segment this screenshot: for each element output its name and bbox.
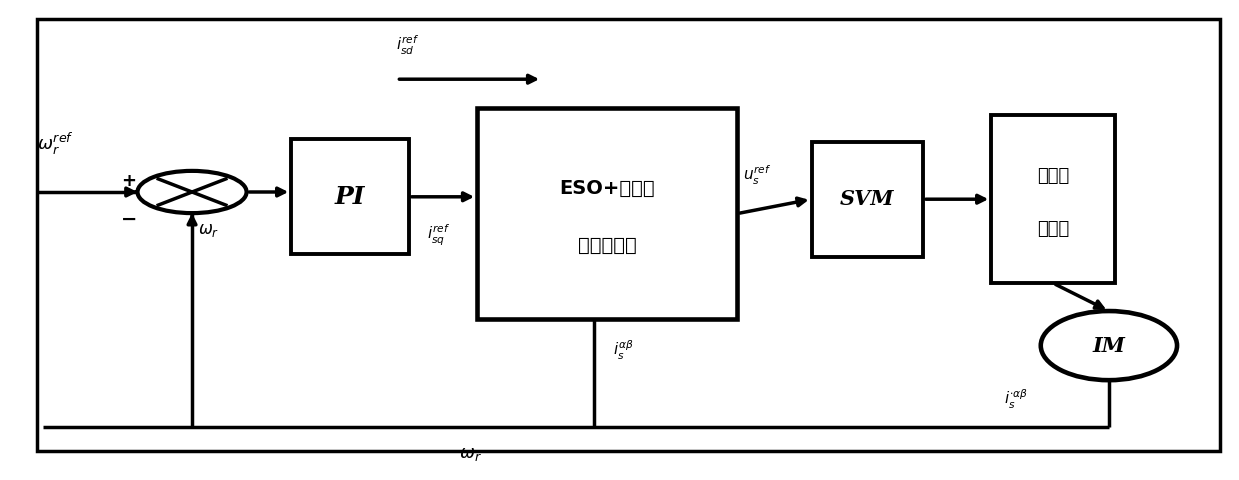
Text: ESO+无模型: ESO+无模型 — [559, 179, 655, 198]
Bar — [291, 139, 409, 254]
Text: 逆变器: 逆变器 — [1037, 220, 1069, 239]
Text: $i_s^{\alpha\beta}$: $i_s^{\alpha\beta}$ — [612, 339, 633, 362]
Text: −: − — [120, 210, 138, 229]
Bar — [477, 108, 737, 319]
Text: $i_s^{\cdot\alpha\beta}$: $i_s^{\cdot\alpha\beta}$ — [1004, 388, 1028, 411]
Text: PI: PI — [335, 185, 366, 209]
Text: +: + — [121, 172, 136, 191]
Text: $\omega_r$: $\omega_r$ — [198, 221, 219, 239]
Text: $u_s^{ref}$: $u_s^{ref}$ — [743, 164, 772, 187]
Text: 两电平: 两电平 — [1037, 167, 1069, 185]
Text: $i_{sq}^{ref}$: $i_{sq}^{ref}$ — [427, 223, 451, 248]
Text: 预测流控制: 预测流控制 — [577, 236, 637, 255]
Text: $\omega_r^{ref}$: $\omega_r^{ref}$ — [37, 131, 74, 157]
Text: $i_{sd}^{ref}$: $i_{sd}^{ref}$ — [396, 34, 420, 57]
Text: $\omega_r$: $\omega_r$ — [460, 444, 482, 463]
Text: SVM: SVM — [840, 189, 895, 209]
Bar — [812, 142, 923, 257]
Bar — [991, 115, 1115, 283]
Text: IM: IM — [1093, 336, 1125, 356]
